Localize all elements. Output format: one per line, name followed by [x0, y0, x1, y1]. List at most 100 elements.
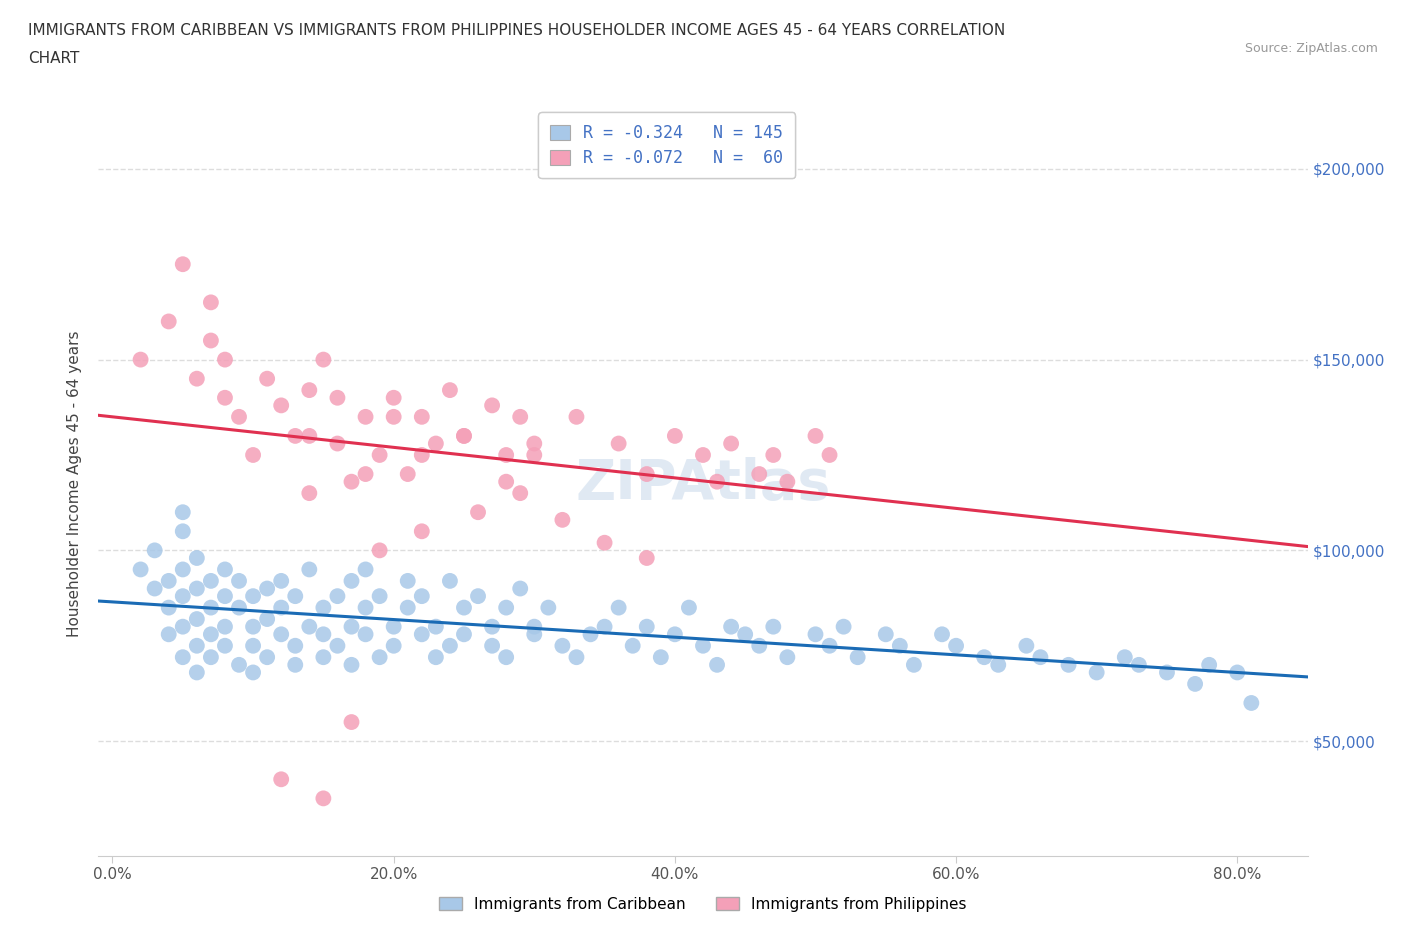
- Point: [368, 543, 391, 558]
- Point: [495, 474, 517, 489]
- Point: [411, 447, 433, 462]
- Point: [832, 619, 855, 634]
- Point: [214, 589, 236, 604]
- Point: [453, 600, 475, 615]
- Point: [298, 562, 321, 577]
- Point: [186, 665, 208, 680]
- Point: [172, 524, 194, 538]
- Point: [439, 382, 461, 397]
- Point: [200, 574, 222, 589]
- Point: [650, 650, 672, 665]
- Point: [200, 627, 222, 642]
- Point: [1156, 665, 1178, 680]
- Point: [326, 638, 349, 653]
- Point: [551, 512, 574, 527]
- Point: [242, 589, 264, 604]
- Point: [256, 581, 278, 596]
- Point: [748, 467, 770, 482]
- Point: [1198, 658, 1220, 672]
- Point: [354, 562, 377, 577]
- Point: [228, 409, 250, 424]
- Point: [382, 391, 405, 405]
- Point: [298, 429, 321, 444]
- Point: [636, 551, 658, 565]
- Point: [1240, 696, 1263, 711]
- Point: [340, 714, 363, 729]
- Point: [284, 429, 307, 444]
- Point: [172, 589, 194, 604]
- Point: [228, 574, 250, 589]
- Point: [382, 619, 405, 634]
- Point: [214, 391, 236, 405]
- Point: [748, 638, 770, 653]
- Point: [425, 436, 447, 451]
- Point: [931, 627, 953, 642]
- Point: [354, 627, 377, 642]
- Point: [453, 627, 475, 642]
- Point: [382, 638, 405, 653]
- Point: [256, 650, 278, 665]
- Y-axis label: Householder Income Ages 45 - 64 years: Householder Income Ages 45 - 64 years: [67, 330, 83, 637]
- Point: [987, 658, 1010, 672]
- Point: [200, 333, 222, 348]
- Point: [846, 650, 869, 665]
- Point: [312, 650, 335, 665]
- Point: [172, 505, 194, 520]
- Point: [368, 589, 391, 604]
- Point: [214, 638, 236, 653]
- Point: [804, 429, 827, 444]
- Point: [326, 391, 349, 405]
- Point: [228, 600, 250, 615]
- Point: [270, 398, 292, 413]
- Point: [143, 543, 166, 558]
- Point: [706, 658, 728, 672]
- Point: [157, 314, 180, 329]
- Point: [256, 612, 278, 627]
- Point: [720, 436, 742, 451]
- Point: [242, 638, 264, 653]
- Point: [214, 352, 236, 367]
- Point: [439, 574, 461, 589]
- Point: [453, 429, 475, 444]
- Point: [172, 257, 194, 272]
- Point: [776, 650, 799, 665]
- Point: [354, 467, 377, 482]
- Point: [242, 619, 264, 634]
- Point: [270, 627, 292, 642]
- Point: [214, 562, 236, 577]
- Point: [523, 619, 546, 634]
- Point: [129, 562, 152, 577]
- Point: [762, 619, 785, 634]
- Point: [818, 638, 841, 653]
- Point: [495, 447, 517, 462]
- Point: [312, 352, 335, 367]
- Point: [1226, 665, 1249, 680]
- Point: [354, 409, 377, 424]
- Point: [340, 474, 363, 489]
- Point: [1114, 650, 1136, 665]
- Point: [298, 485, 321, 500]
- Point: [481, 638, 503, 653]
- Point: [1085, 665, 1108, 680]
- Point: [242, 447, 264, 462]
- Point: [354, 600, 377, 615]
- Point: [396, 600, 419, 615]
- Point: [256, 371, 278, 386]
- Text: Source: ZipAtlas.com: Source: ZipAtlas.com: [1244, 42, 1378, 55]
- Point: [889, 638, 911, 653]
- Point: [172, 619, 194, 634]
- Point: [270, 600, 292, 615]
- Point: [340, 658, 363, 672]
- Point: [200, 600, 222, 615]
- Point: [270, 574, 292, 589]
- Point: [411, 524, 433, 538]
- Point: [509, 485, 531, 500]
- Text: IMMIGRANTS FROM CARIBBEAN VS IMMIGRANTS FROM PHILIPPINES HOUSEHOLDER INCOME AGES: IMMIGRANTS FROM CARIBBEAN VS IMMIGRANTS …: [28, 23, 1005, 38]
- Point: [172, 650, 194, 665]
- Point: [186, 371, 208, 386]
- Point: [593, 536, 616, 551]
- Point: [172, 562, 194, 577]
- Point: [157, 574, 180, 589]
- Point: [312, 627, 335, 642]
- Point: [340, 574, 363, 589]
